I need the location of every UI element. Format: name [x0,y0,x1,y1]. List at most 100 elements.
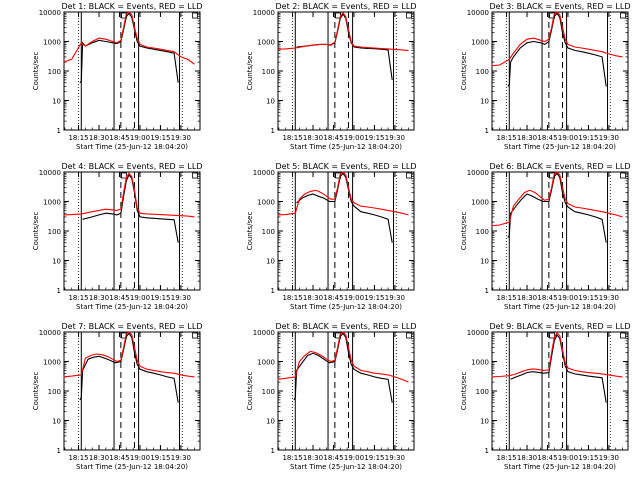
x-axis-label: Start Time (25-Jun-12 18:04:20) [290,303,402,311]
series-line-lld [63,11,195,65]
y-tick-label: 1 [57,287,61,295]
y-axis-label: Counts/sec [32,52,40,91]
x-tick-label: 18:15 [282,294,302,302]
series-line-events [510,333,607,403]
x-tick-label: 18:15 [282,454,302,462]
y-tick-label: 1000 [43,39,61,47]
series-line-events [79,332,179,403]
y-axis-label: Counts/sec [460,212,468,251]
x-tick-label: 19:15 [150,134,170,142]
y-tick-label: 10000 [467,169,489,177]
x-tick-label: 19:30 [171,294,191,302]
x-axis-label: Start Time (25-Jun-12 18:04:20) [290,463,402,471]
y-tick-label: 1000 [257,39,275,47]
y-tick-label: 1000 [43,199,61,207]
y-tick-label: 1 [57,447,61,455]
y-tick-label: 1000 [471,39,489,47]
series-line-lld [491,11,623,67]
y-tick-label: 1 [485,447,489,455]
chart-title: Det 4: BLACK = Events, RED = LLD [62,162,203,171]
y-tick-label: 10000 [467,329,489,337]
y-tick-label: 10000 [253,329,275,337]
y-tick-label: 10 [52,418,61,426]
y-tick-label: 10000 [253,9,275,17]
chart-title: Det 2: BLACK = Events, RED = LLD [276,2,417,11]
x-axis-label: Start Time (25-Jun-12 18:04:20) [504,143,616,151]
x-tick-label: 18:45 [537,134,557,142]
x-tick-label: 18:30 [89,294,109,302]
x-tick-label: 19:30 [599,134,619,142]
y-tick-label: 10000 [253,169,275,177]
x-tick-label: 18:45 [109,294,129,302]
chart-panel-6: Det 6: BLACK = Events, RED = LLD 1 10 100 10… [460,162,630,311]
chart-panel-9: Det 9: BLACK = Events, RED = LLD 1 10 100 10… [460,322,630,471]
y-tick-label: 100 [476,388,489,396]
series-line-events [296,13,393,80]
y-tick-label: 100 [48,228,61,236]
x-tick-label: 18:30 [89,454,109,462]
chart-title: Det 7: BLACK = Events, RED = LLD [62,322,203,331]
y-tick-label: 1000 [257,199,275,207]
x-tick-label: 18:15 [68,294,88,302]
flag-marker [192,172,198,179]
x-axis-label: Start Time (25-Jun-12 18:04:20) [76,303,188,311]
x-tick-label: 19:15 [364,134,384,142]
chart-title: Det 8: BLACK = Events, RED = LLD [276,322,417,331]
y-tick-label: 100 [262,68,275,76]
y-tick-label: 1 [485,127,489,135]
chart-panel-8: Det 8: BLACK = Events, RED = LLD 1 10 100 10… [246,322,416,471]
series-line-lld [491,171,623,227]
x-tick-label: 18:15 [68,454,88,462]
chart-panel-7: Det 7: BLACK = Events, RED = LLD 1 10 100 10… [32,322,202,471]
flag-marker [549,332,555,339]
chart-title: Det 6: BLACK = Events, RED = LLD [490,162,631,171]
x-tick-label: 19:00 [130,294,150,302]
x-tick-label: 19:30 [385,294,405,302]
flag-marker [192,332,198,339]
y-tick-label: 100 [262,388,275,396]
y-tick-label: 10000 [467,9,489,17]
chart-title: Det 5: BLACK = Events, RED = LLD [276,162,417,171]
y-tick-label: 1000 [257,359,275,367]
series-line-lld [277,11,409,51]
x-axis-label: Start Time (25-Jun-12 18:04:20) [290,143,402,151]
x-tick-label: 19:30 [385,454,405,462]
y-tick-label: 10 [266,98,275,106]
x-tick-label: 18:15 [496,294,516,302]
y-tick-label: 100 [476,228,489,236]
y-tick-label: 1000 [471,359,489,367]
x-tick-label: 19:30 [171,134,191,142]
y-axis-label: Counts/sec [32,372,40,411]
flag-marker [620,332,626,339]
x-tick-label: 19:30 [385,134,405,142]
x-tick-label: 18:15 [282,134,302,142]
x-tick-label: 18:15 [496,454,516,462]
x-tick-label: 19:00 [344,294,364,302]
chart-panel-2: Det 2: BLACK = Events, RED = LLD 1 10 100 10… [246,2,416,151]
flag-marker [406,172,412,179]
x-axis-label: Start Time (25-Jun-12 18:04:20) [76,463,188,471]
x-tick-label: 19:15 [578,294,598,302]
flag-marker [121,172,127,179]
y-tick-label: 100 [48,388,61,396]
x-tick-label: 18:45 [323,134,343,142]
x-tick-label: 18:15 [496,134,516,142]
x-tick-label: 19:15 [364,294,384,302]
chart-title: Det 1: BLACK = Events, RED = LLD [62,2,203,11]
series-line-events [296,172,393,243]
y-tick-label: 10000 [39,169,61,177]
y-tick-label: 10 [52,258,61,266]
x-tick-label: 19:15 [578,454,598,462]
x-tick-label: 19:00 [130,454,150,462]
y-tick-label: 1 [57,127,61,135]
y-axis-label: Counts/sec [460,372,468,411]
x-tick-label: 18:45 [537,294,557,302]
series-line-events [79,12,179,84]
chart-title: Det 9: BLACK = Events, RED = LLD [490,322,631,331]
y-axis-label: Counts/sec [460,52,468,91]
x-axis-label: Start Time (25-Jun-12 18:04:20) [504,303,616,311]
x-tick-label: 18:45 [537,454,557,462]
flag-marker [620,172,626,179]
flag-marker [406,12,412,19]
